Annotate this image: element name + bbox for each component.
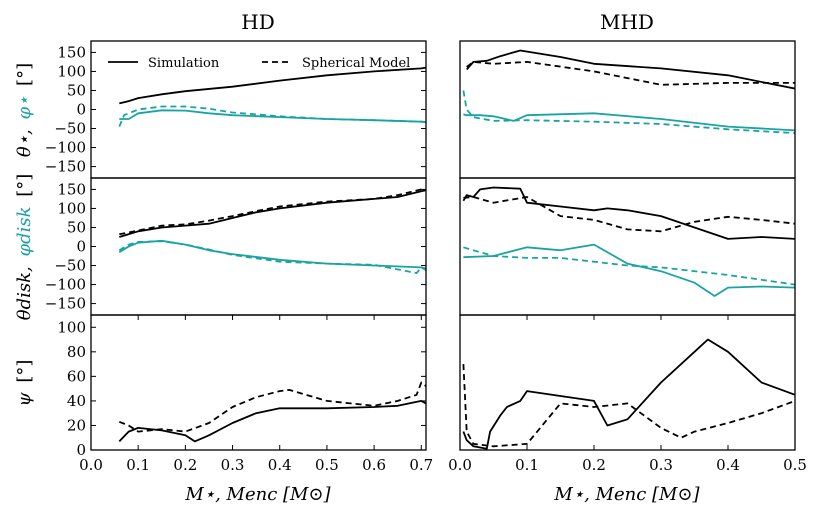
y-label-row3-unit: [°] xyxy=(14,360,35,383)
panels-group: −150−100−50050100150−150−100−50050100150… xyxy=(45,40,807,474)
x-tick-label: 0.7 xyxy=(409,456,433,474)
y-tick-label: 0 xyxy=(76,441,86,459)
y-label-row2: θdisk, φdisk [°] xyxy=(14,174,35,321)
x-tick-label: 0.1 xyxy=(126,456,150,474)
y-tick-label: 20 xyxy=(67,416,86,434)
y-tick-label: −100 xyxy=(45,139,86,157)
panel-frame xyxy=(459,177,796,316)
y-tick-label: 40 xyxy=(67,392,86,410)
y-tick-label: −50 xyxy=(54,120,86,138)
y-label-row2-phi: φdisk xyxy=(14,207,35,257)
column-title-mhd: MHD xyxy=(600,10,654,34)
y-tick-label: −50 xyxy=(54,257,86,275)
y-tick-label: 100 xyxy=(57,199,86,217)
series-mhd-mid-theta-model xyxy=(463,196,795,233)
panel-mhd-top xyxy=(459,40,796,179)
x-tick-label: 0.4 xyxy=(268,456,292,474)
series-mhd-bot-psi-sim xyxy=(462,338,795,450)
series-mhd-top-theta-model xyxy=(466,61,795,86)
series-hd-mid-phi-model xyxy=(118,240,426,275)
series-hd-top-theta-sim xyxy=(119,66,426,105)
y-tick-label: 60 xyxy=(67,367,86,385)
x-tick-label: 0.6 xyxy=(362,456,386,474)
x-tick-label: 0.5 xyxy=(315,456,339,474)
y-tick-label: −150 xyxy=(45,295,86,313)
column-title-hd: HD xyxy=(241,10,274,34)
series-hd-mid-theta-sim xyxy=(119,189,426,238)
series-mhd-top-phi-model xyxy=(462,90,795,134)
y-label-row1-theta: θ⋆, xyxy=(14,129,35,157)
svg-text:θ⋆, φ⋆ [°]: θ⋆, φ⋆ [°] xyxy=(14,63,35,157)
legend-model-label: Spherical Model xyxy=(302,56,410,71)
y-label-row2-unit: [°] xyxy=(14,174,35,197)
y-label-row3-psi: ψ xyxy=(14,391,35,406)
panel-hd-bot: 0 20 40 60 80 100 0.0 0.1 0.2 0.3 0.4 0.5 0.6 0.7 xyxy=(57,314,433,474)
legend-simulation-label: Simulation xyxy=(148,56,220,71)
y-tick-label: 150 xyxy=(57,180,86,198)
y-tick-label: −100 xyxy=(45,276,86,294)
y-tick-label: 100 xyxy=(57,62,86,80)
y-tick-label: 50 xyxy=(67,81,86,99)
series-mhd-top-phi-sim xyxy=(463,112,795,132)
series-hd-mid-phi-sim xyxy=(118,239,426,270)
series-hd-top-phi-sim xyxy=(119,109,426,123)
series-mhd-top-theta-sim xyxy=(466,49,795,90)
y-label-row2-theta: θdisk, xyxy=(14,266,35,320)
y-label-row3: ψ [°] xyxy=(14,360,35,407)
y-tick-label: 100 xyxy=(57,318,86,336)
y-tick-label: 80 xyxy=(67,343,86,361)
svg-text:ψ [°]: ψ [°] xyxy=(14,360,35,407)
x-tick-label: 0.2 xyxy=(173,456,197,474)
y-tick-label: 0 xyxy=(76,101,86,119)
series-hd-bot-psi-sim xyxy=(118,399,426,443)
series-mhd-mid-phi-model xyxy=(463,246,795,286)
legend: Simulation Spherical Model xyxy=(108,56,410,71)
svg-text:θdisk, φdisk [°]: θdisk, φdisk [°] xyxy=(14,174,35,321)
y-tick-label: 50 xyxy=(67,218,86,236)
x-tick-label: 0.0 xyxy=(448,456,472,474)
y-tick-label: 150 xyxy=(57,43,86,61)
y-tick-label: 0 xyxy=(76,238,86,256)
x-tick-label: 0.2 xyxy=(582,456,606,474)
panel-mhd-mid xyxy=(459,177,796,316)
series-hd-mid-theta-model xyxy=(119,188,426,236)
series-hd-bot-psi-model xyxy=(118,381,426,433)
x-tick-label: 0.3 xyxy=(221,456,245,474)
y-label-row1-unit: [°] xyxy=(14,63,35,86)
x-axis-label-hd: M⋆, Menc [M⊙] xyxy=(184,484,331,505)
x-tick-label: 0.4 xyxy=(716,456,740,474)
panel-frame xyxy=(459,40,796,179)
x-tick-label: 0.1 xyxy=(515,456,539,474)
x-tick-label: 0.0 xyxy=(79,456,103,474)
panel-frame xyxy=(90,314,427,451)
series-mhd-bot-psi-model xyxy=(462,364,795,448)
series-mhd-mid-theta-sim xyxy=(462,186,795,240)
panel-mhd-bot: 0.0 0.1 0.2 0.3 0.4 0.5 xyxy=(448,314,807,474)
panel-frame xyxy=(459,314,796,451)
y-label-row1-phi: φ⋆ xyxy=(14,96,35,120)
y-label-row1: θ⋆, φ⋆ [°] xyxy=(14,63,35,157)
x-tick-label: 0.5 xyxy=(783,456,807,474)
y-tick-label: −150 xyxy=(45,158,86,176)
series-mhd-mid-phi-sim xyxy=(463,243,795,297)
x-axis-label-mhd: M⋆, Menc [M⊙] xyxy=(553,484,700,505)
x-tick-label: 0.3 xyxy=(649,456,673,474)
